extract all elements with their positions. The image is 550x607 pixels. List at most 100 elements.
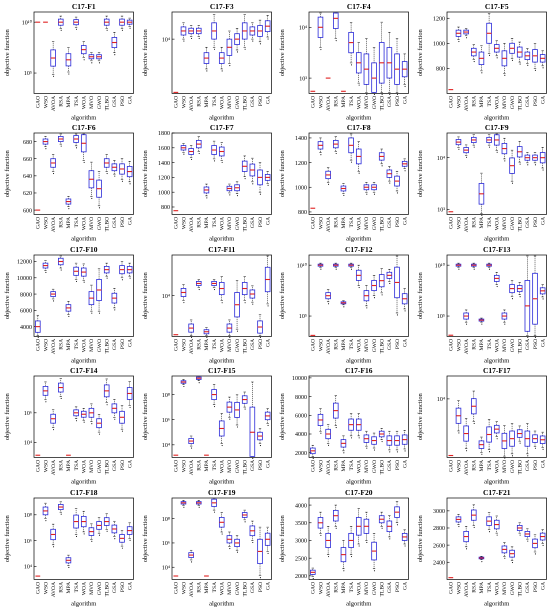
y-tick-label: 10¹⁰ [297, 262, 308, 269]
y-tick-label: 4000 [20, 325, 32, 331]
chart-panel-c17-f1: C17-F1 10⁵ 10¹⁰ objective function GAO WSO AVO… [4, 2, 134, 121]
x-tick-label: AVOA [326, 460, 332, 475]
x-tick-label: GWO [97, 217, 103, 230]
box-pso [394, 38, 400, 95]
y-axis-label: objective function [279, 150, 286, 198]
x-tick-label: AVOA [463, 460, 469, 475]
x-tick-label: PSO [532, 581, 538, 591]
x-tick-label: PSO [257, 581, 263, 591]
chart-panel-c17-f21: C17-F21 2400 2600 2800 3000 objective functio… [417, 488, 547, 607]
y-tick-label: 10⁴ [161, 443, 169, 449]
x-tick-label: GA [402, 460, 408, 468]
box-woa [80, 263, 87, 283]
x-axis-label: algorithm [484, 114, 509, 121]
box-pso [256, 162, 263, 196]
x-tick-label: PSO [120, 96, 126, 106]
box-mvo [363, 38, 370, 95]
box-ga [126, 522, 133, 541]
box-wso [180, 22, 186, 42]
x-tick-label: RSA [471, 217, 477, 228]
x-tick-label: TLBO [380, 217, 386, 232]
x-tick-label: MVO [502, 339, 508, 352]
x-axis-label: algorithm [484, 357, 509, 364]
chart-title: C17-F3 [209, 2, 233, 11]
plot-frame [33, 375, 134, 458]
box-gsa [524, 423, 530, 457]
x-axis-label: algorithm [71, 600, 96, 607]
x-tick-label: RSA [196, 581, 202, 592]
box-wso [42, 502, 49, 521]
box-avoa [462, 309, 469, 325]
chart-title: C17-F4 [347, 2, 371, 11]
chart-panel-c17-f18: C17-F18 10⁴ 10⁶ 10⁸ objective function GAO WSO… [4, 488, 134, 607]
y-tick-label: 12000 [17, 260, 32, 266]
x-tick-label: TSA [486, 581, 492, 592]
box-woa [80, 134, 87, 164]
box-rsa [195, 25, 202, 39]
x-tick-label: TSA [74, 96, 80, 107]
box-mpa [478, 317, 484, 325]
y-tick-label: 10000 [292, 376, 307, 382]
chart-panel-c17-f20: C17-F20 2000 2500 3000 3500 4000 objective fun… [279, 488, 409, 607]
x-tick-label: GSA [112, 581, 118, 592]
y-axis-label: objective function [4, 150, 11, 198]
box-gsa [111, 32, 118, 56]
box-woa [355, 413, 362, 439]
box-mpa [478, 555, 484, 562]
x-tick-label: WSO [181, 96, 187, 108]
x-tick-label: GWO [509, 581, 515, 594]
box-avoa [462, 418, 469, 452]
x-tick-label: PSO [395, 581, 401, 591]
box-mpa [65, 300, 72, 317]
box-pso [394, 431, 400, 453]
box-rsa [58, 15, 64, 31]
x-tick-label: GAO [448, 581, 454, 593]
x-tick-label: AVOA [463, 96, 469, 111]
plot-frame [446, 375, 547, 458]
x-tick-label: MVO [89, 217, 95, 230]
x-tick-label: GA [540, 339, 546, 347]
x-tick-label: TLBO [242, 339, 248, 354]
box-tsa [73, 16, 79, 30]
box-mvo [501, 309, 507, 325]
x-tick-label: GSA [250, 339, 256, 350]
x-tick-label: MPA [204, 460, 210, 472]
x-tick-label: MVO [364, 96, 370, 109]
x-axis-label: algorithm [346, 114, 371, 121]
x-tick-label: PSO [532, 217, 538, 227]
box-pso [394, 171, 400, 194]
box-tsa [210, 278, 217, 290]
x-tick-label: GSA [112, 96, 118, 107]
x-tick-label: MPA [66, 581, 72, 593]
x-tick-label: TSA [211, 217, 217, 228]
x-tick-label: TLBO [517, 460, 523, 475]
chart-panel-c17-f7: C17-F7 800 1000 1200 1400 1600 1800 objective f… [142, 123, 272, 243]
x-tick-label: WOA [357, 217, 363, 230]
x-tick-label: GWO [234, 339, 240, 352]
box-tlbo [103, 378, 110, 406]
box-woa [493, 40, 500, 59]
x-tick-label: GSA [112, 460, 118, 471]
x-tick-label: TSA [349, 339, 355, 350]
x-tick-label: TSA [349, 460, 355, 471]
plot-frame [33, 254, 134, 337]
box-wso [317, 138, 324, 156]
box-mpa [65, 196, 72, 210]
x-tick-label: MPA [66, 96, 72, 108]
x-tick-label: MPA [341, 460, 347, 472]
box-ga [539, 432, 545, 451]
box-wso [180, 499, 186, 508]
x-tick-label: MVO [227, 460, 233, 473]
x-tick-label: TSA [211, 581, 217, 592]
box-gsa [249, 285, 255, 305]
box-avoa [50, 154, 56, 175]
x-tick-label: WSO [181, 460, 187, 472]
x-axis-label: algorithm [71, 236, 96, 243]
box-woa [218, 275, 225, 304]
y-tick-label: 1400 [295, 137, 307, 143]
box-gsa [524, 152, 530, 166]
y-tick-label: 10⁴ [24, 441, 32, 447]
box-tsa [485, 511, 492, 532]
box-rsa [333, 504, 339, 529]
y-tick-label: 10³ [299, 76, 307, 82]
